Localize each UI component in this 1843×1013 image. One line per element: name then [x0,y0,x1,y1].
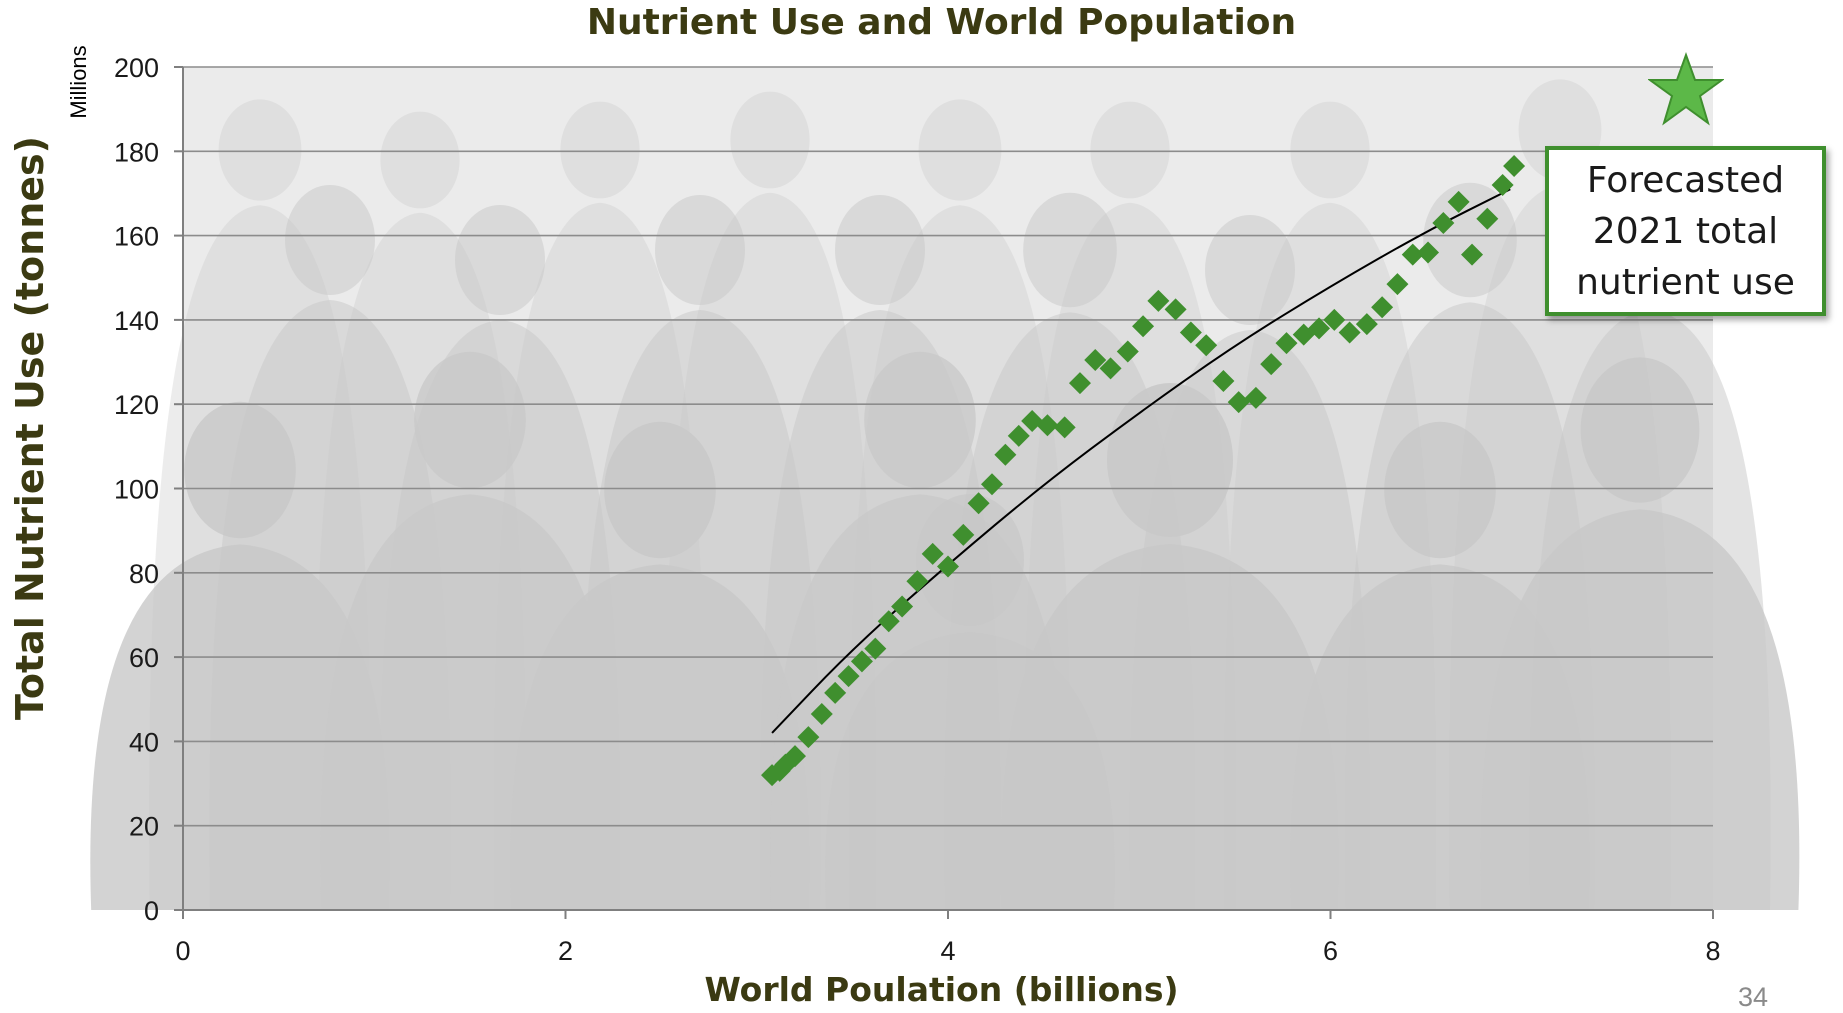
y-tick-label: 200 [114,53,159,83]
y-tick-label: 0 [144,896,159,926]
forecast-callout-box: Forecasted 2021 total nutrient use [1545,146,1826,316]
silhouette-head [864,352,976,488]
y-tick-label: 100 [114,475,159,505]
silhouette-head [730,92,809,189]
y-tick-label: 180 [114,137,159,167]
page-number: 34 [1738,982,1768,1013]
silhouette-head [1423,183,1517,297]
y-tick-label: 60 [129,643,159,673]
x-tick-label: 2 [558,936,573,966]
silhouette-head [414,352,526,488]
silhouette-head [1581,357,1700,502]
x-tick-label: 4 [940,936,955,966]
silhouette-head [380,112,459,209]
silhouette-head [1205,215,1295,325]
silhouette-head [560,102,639,199]
y-tick-label: 120 [114,390,159,420]
y-tick-label: 160 [114,222,159,252]
x-tick-label: 6 [1323,936,1338,966]
silhouette-head [835,195,925,305]
silhouette-head [1107,383,1233,537]
y-tick-label: 40 [129,727,159,757]
silhouette-head [184,402,296,538]
silhouette-head [219,99,302,200]
silhouette-head [1023,193,1117,307]
silhouette-head [919,99,1002,200]
callout-line-1: Forecasted [1576,155,1795,206]
x-tick-label: 8 [1705,936,1720,966]
x-axis-title: World Poulation (billions) [0,970,1843,1009]
y-tick-label: 20 [129,812,159,842]
silhouette-head [1384,422,1496,558]
x-tick-label: 0 [175,936,190,966]
silhouette-head [285,185,375,295]
silhouette-head [655,195,745,305]
y-axis-title: Total Nutrient Use (tonnes) [8,136,52,720]
y-tick-label: 140 [114,306,159,336]
chart-title: Nutrient Use and World Population [0,2,1843,43]
star-icon [1648,52,1724,128]
callout-line-2: 2021 total [1576,206,1795,257]
y-axis-units: Millions [66,45,92,118]
silhouette-head [1290,102,1369,199]
y-tick-label: 80 [129,559,159,589]
silhouette-head [604,422,716,558]
silhouette-head [1090,102,1169,199]
silhouette-head [455,205,545,315]
callout-line-3: nutrient use [1576,257,1795,308]
